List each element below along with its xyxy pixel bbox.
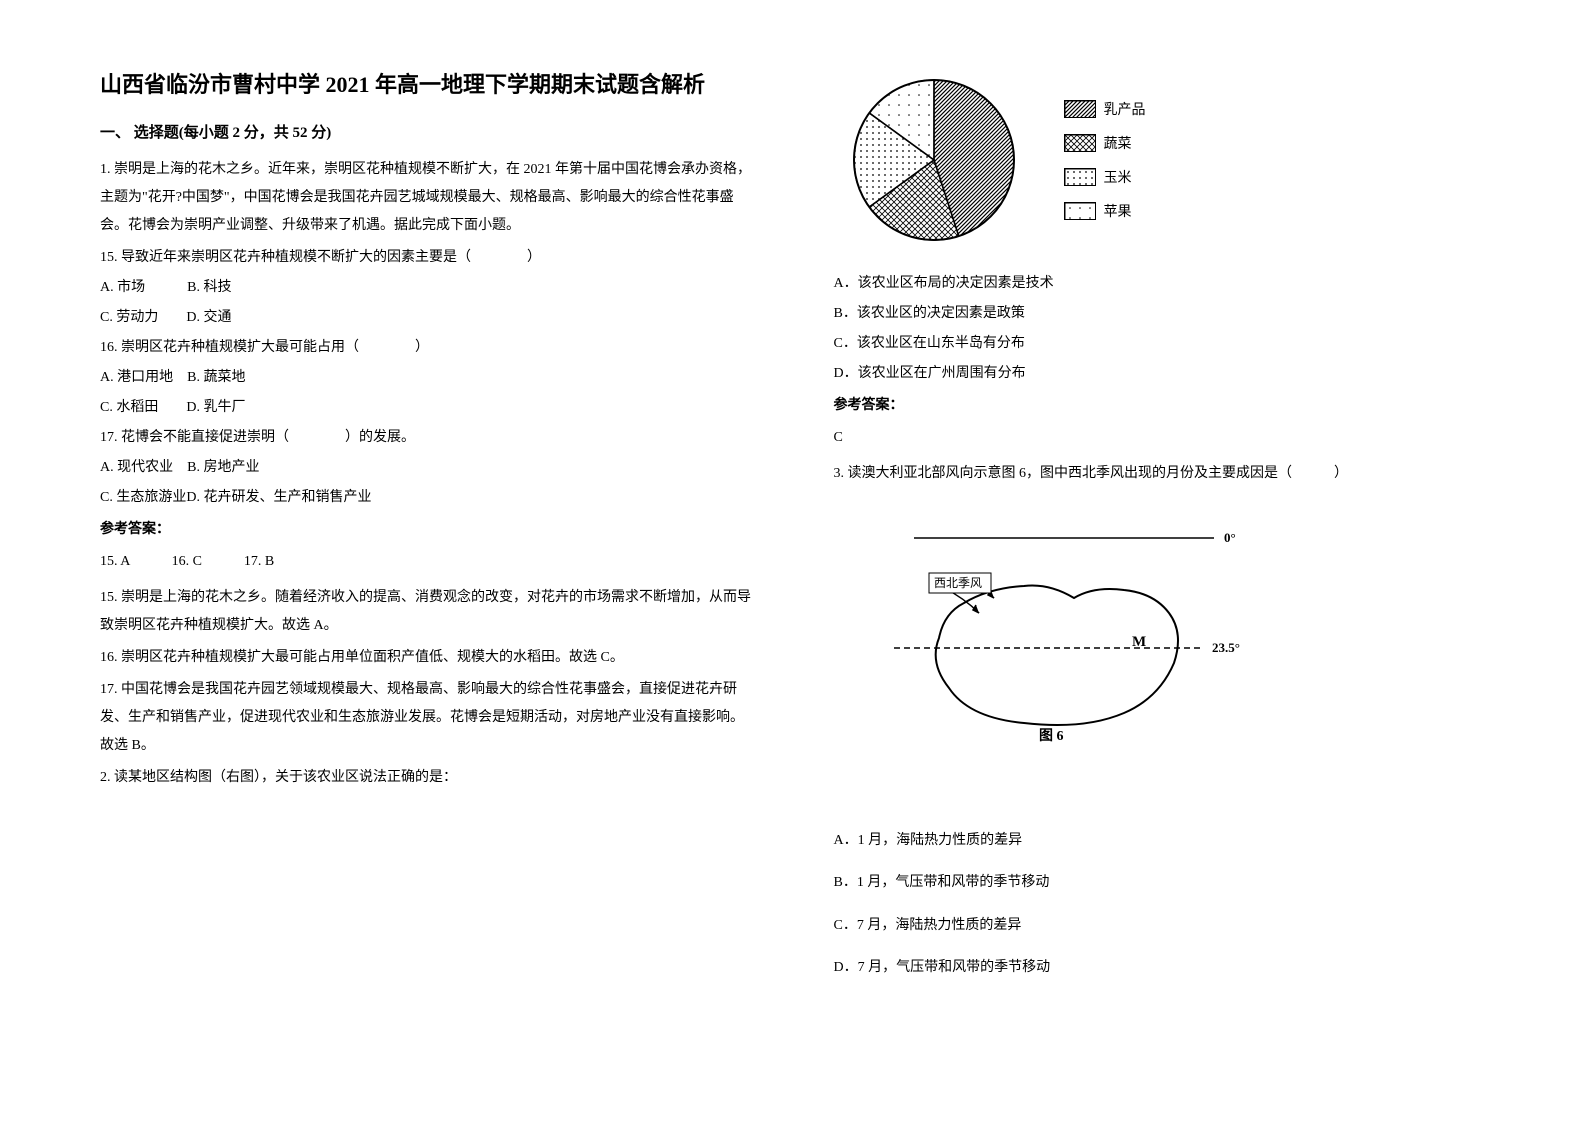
q1-sub17-opts-a: A. 现代农业 B. 房地产业 <box>100 454 754 482</box>
left-column: 山西省临汾市曹村中学 2021 年高一地理下学期期末试题含解析 一、 选择题(每… <box>100 70 754 1052</box>
legend-item: 玉米 <box>1064 167 1146 187</box>
q1-sub16-opts-a: A. 港口用地 B. 蔬菜地 <box>100 364 754 392</box>
q2-stem: 2. 读某地区结构图（右图），关于该农业区说法正确的是： <box>100 764 754 792</box>
q1-sub15: 15. 导致近年来崇明区花卉种植规模不断扩大的因素主要是（ ） <box>100 244 754 272</box>
q1-sub17: 17. 花博会不能直接促进崇明（ ）的发展。 <box>100 424 754 452</box>
legend-label: 乳产品 <box>1104 99 1146 119</box>
legend-item: 苹果 <box>1064 201 1146 221</box>
legend-label: 苹果 <box>1104 201 1132 221</box>
q1-sub15-opts-b: C. 劳动力 D. 交通 <box>100 304 754 332</box>
section-1-header: 一、 选择题(每小题 2 分，共 52 分) <box>100 121 754 142</box>
pie-chart-figure: 乳产品 蔬菜 玉米 苹果 <box>834 70 1488 250</box>
q1-explain15: 15. 崇明是上海的花木之乡。随着经济收入的提高、消费观念的改变，对花卉的市场需… <box>100 584 754 640</box>
equator-label: 0° <box>1224 530 1236 545</box>
q1-sub16: 16. 崇明区花卉种植规模扩大最可能占用（ ） <box>100 334 754 362</box>
q3-optC: C．7 月，海陆热力性质的差异 <box>834 908 1488 944</box>
legend-swatch-apple <box>1064 202 1096 220</box>
right-column: 乳产品 蔬菜 玉米 苹果 A．该农业区布局的决定因素是技术 B．该农业区的决定因… <box>834 70 1488 1052</box>
q2-answer: C <box>834 424 1488 452</box>
q2-optC: C．该农业区在山东半岛有分布 <box>834 330 1488 358</box>
australia-map: 0° 23.5° 西北季风 M 图 6 <box>874 518 1254 748</box>
legend-swatch-corn <box>1064 168 1096 186</box>
q1-sub17-opts-b: C. 生态旅游业D. 花卉研发、生产和销售产业 <box>100 484 754 512</box>
q2-answer-label: 参考答案： <box>834 392 1488 420</box>
q1-intro: 1. 崇明是上海的花木之乡。近年来，崇明区花种植规模不断扩大，在 2021 年第… <box>100 156 754 240</box>
q2-optD: D．该农业区在广州周围有分布 <box>834 360 1488 388</box>
tropic-label: 23.5° <box>1212 640 1240 655</box>
q3-optA: A．1 月，海陆热力性质的差异 <box>834 823 1488 859</box>
figure-caption: 图 6 <box>1039 728 1064 744</box>
q2-optA: A．该农业区布局的决定因素是技术 <box>834 270 1488 298</box>
q1-explain16: 16. 崇明区花卉种植规模扩大最可能占用单位面积产值低、规模大的水稻田。故选 C… <box>100 644 754 672</box>
q3-optB: B．1 月，气压带和风带的季节移动 <box>834 865 1488 901</box>
q1-answer-line: 15. A 16. C 17. B <box>100 548 754 576</box>
legend-label: 玉米 <box>1104 167 1132 187</box>
legend-swatch-veg <box>1064 134 1096 152</box>
point-m-label: M <box>1132 634 1146 650</box>
q1-sub16-opts-b: C. 水稻田 D. 乳牛厂 <box>100 394 754 422</box>
document-title: 山西省临汾市曹村中学 2021 年高一地理下学期期末试题含解析 <box>100 70 754 101</box>
q3-optD: D．7 月，气压带和风带的季节移动 <box>834 950 1488 986</box>
pie-legend: 乳产品 蔬菜 玉米 苹果 <box>1064 99 1146 221</box>
legend-swatch-dairy <box>1064 100 1096 118</box>
q3-stem: 3. 读澳大利亚北部风向示意图 6，图中西北季风出现的月份及主要成因是（ ） <box>834 460 1488 488</box>
australia-map-figure: 0° 23.5° 西北季风 M 图 6 <box>874 518 1488 753</box>
spacer <box>834 783 1488 823</box>
q1-explain17: 17. 中国花博会是我国花卉园艺领域规模最大、规格最高、影响最大的综合性花事盛会… <box>100 676 754 760</box>
pie-chart <box>834 70 1034 250</box>
q2-optB: B．该农业区的决定因素是政策 <box>834 300 1488 328</box>
legend-item: 蔬菜 <box>1064 133 1146 153</box>
nw-monsoon-label: 西北季风 <box>934 576 982 590</box>
q1-sub15-opts-a: A. 市场 B. 科技 <box>100 274 754 302</box>
legend-label: 蔬菜 <box>1104 133 1132 153</box>
legend-item: 乳产品 <box>1064 99 1146 119</box>
q1-answer-label: 参考答案： <box>100 516 754 544</box>
